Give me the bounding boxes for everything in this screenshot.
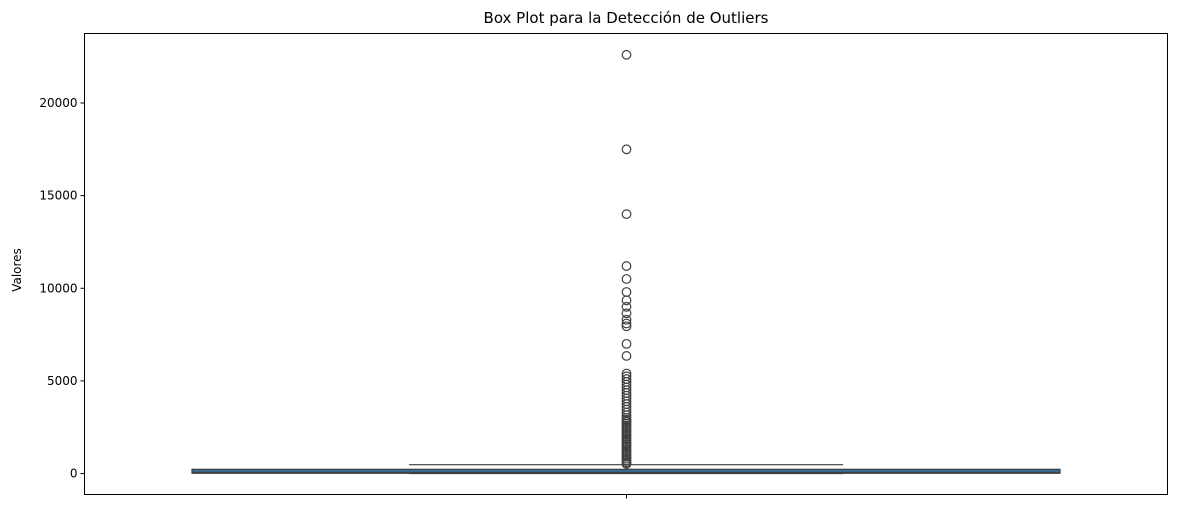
outlier-point [621, 351, 632, 361]
outlier-point [621, 144, 632, 155]
plot-content [191, 49, 1061, 475]
outlier-point [621, 261, 632, 271]
y-axis-label: Valores [10, 248, 24, 292]
outlier-point [621, 301, 632, 312]
outlier-point [621, 308, 632, 319]
outlier-point [621, 314, 632, 325]
outlier-point [621, 459, 632, 469]
outlier-point [621, 318, 632, 329]
outlier-point [621, 209, 632, 220]
plot-frame [84, 33, 1168, 495]
outlier-point [621, 321, 632, 332]
y-tick-label: 5000 [47, 374, 78, 388]
y-tick-label: 0 [70, 467, 78, 481]
outlier-point [621, 338, 632, 349]
box-iqr [191, 468, 1061, 474]
y-axis-ticks: 0 5000 10000 15000 20000 [39, 96, 85, 481]
chart-title: Box Plot para la Detección de Outliers [484, 9, 769, 27]
y-tick-label: 10000 [39, 281, 77, 295]
outlier-point [621, 49, 632, 60]
y-tick-label: 15000 [39, 189, 77, 203]
outlier-point [621, 295, 632, 306]
outlier-point [621, 274, 632, 284]
outlier-point [621, 407, 632, 418]
outlier-point [621, 287, 632, 297]
y-tick-label: 20000 [39, 96, 77, 110]
